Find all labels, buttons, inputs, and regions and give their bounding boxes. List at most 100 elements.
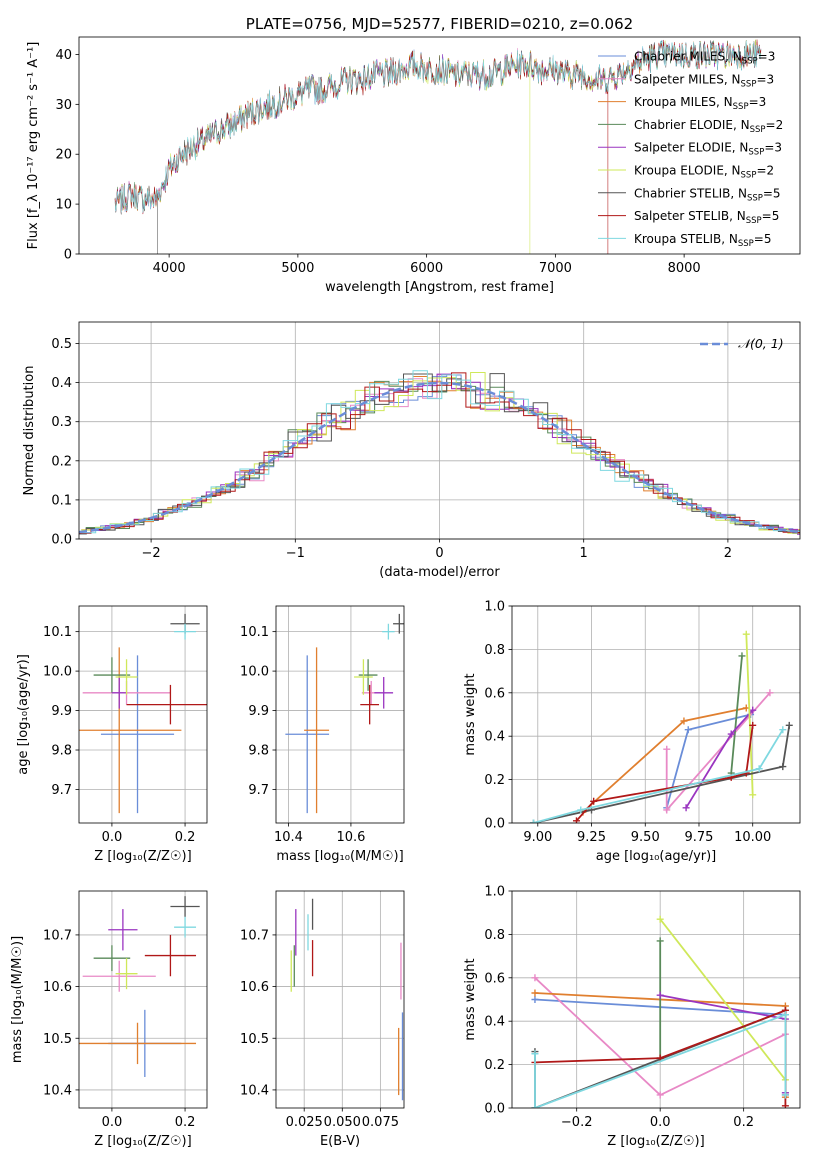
weight-marker <box>755 765 763 773</box>
weight-marker <box>785 721 793 729</box>
y-tick-label: 10.4 <box>240 1083 269 1098</box>
axes-frame <box>511 890 801 1109</box>
axes-frame <box>275 605 405 824</box>
y-tick-label: 9.9 <box>51 704 72 719</box>
x-tick-label: 9.50 <box>631 830 660 845</box>
x-axis-label: Z [log₁₀(Z/Z☉)] <box>607 1134 704 1149</box>
y-tick-label: 1.0 <box>484 600 505 615</box>
x-tick-label: −0.2 <box>561 1115 593 1130</box>
weight-marker <box>531 996 539 1003</box>
legend-entry-kroupa-stelib: Kroupa STELIB, NSSP=5 <box>634 232 772 249</box>
y-tick-label: 10.5 <box>43 1032 72 1047</box>
axes-frame <box>511 605 801 824</box>
legend-entry-kroupa-elodie: Kroupa ELODIE, NSSP=2 <box>634 164 774 181</box>
y-tick-label: 9.7 <box>248 783 269 798</box>
x-tick-label: 0.0 <box>102 1115 123 1130</box>
weight-series-kroupa-stelib <box>531 1011 789 1108</box>
errorbar-kroupa-miles <box>304 647 330 814</box>
y-tick-label: 0.2 <box>51 454 72 469</box>
y-tick-label: 10.5 <box>240 1032 269 1047</box>
y-tick-label: 0.5 <box>51 337 72 352</box>
x-axis-label: Z [log₁₀(Z/Z☉)] <box>94 1134 191 1149</box>
x-tick-label: 0.2 <box>175 830 196 845</box>
x-tick-label: 0.050 <box>324 1115 361 1130</box>
axes-age-vs-Z: 0.0 0.2 9.7 9.8 9.9 10.0 10.1 Z [log₁₀(Z/Z☉)] ag… <box>16 605 208 864</box>
y-tick-label: 0.8 <box>484 643 505 658</box>
x-tick-label: 9.75 <box>685 830 714 845</box>
y-tick-label: 40 <box>55 48 72 63</box>
y-tick-label: 10.4 <box>43 1083 72 1098</box>
weight-line <box>534 1013 787 1108</box>
plot-area <box>79 370 800 535</box>
x-tick-label: 9.25 <box>577 830 606 845</box>
y-tick-label: 10.1 <box>240 625 269 640</box>
weight-marker <box>738 652 746 660</box>
weight-marker <box>727 730 735 738</box>
y-axis-label: mass weight <box>463 958 478 1040</box>
weight-series-chabrier-stelib <box>529 721 793 823</box>
x-tick-label: 6000 <box>410 261 443 276</box>
errorbar-kroupa-stelib <box>174 623 197 640</box>
axes-frame <box>275 890 405 1109</box>
legend-text: Kroupa MILES, N <box>634 95 733 109</box>
frame: 4000 5000 6000 7000 8000 0 10 20 30 40 wavelength … <box>26 36 801 295</box>
weight-marker <box>663 806 671 814</box>
legend-text: =5 <box>763 186 781 200</box>
weight-marker <box>766 689 774 697</box>
x-tick-label: 7000 <box>539 261 572 276</box>
plot-area <box>529 630 793 823</box>
weight-marker <box>781 1091 789 1099</box>
x-tick-label: 5000 <box>281 261 314 276</box>
x-tick-label: 0.0 <box>102 830 123 845</box>
weight-marker <box>572 817 580 823</box>
legend-text: Kroupa ELODIE, N <box>634 164 741 178</box>
axes-weight-vs-Z: −0.2 0.0 0.2 0.0 0.2 0.4 0.6 0.8 1.0 Z [log₁₀(Z/Z… <box>463 885 801 1149</box>
legend-text: Salpeter ELODIE, N <box>634 141 748 155</box>
weight-marker <box>529 819 537 823</box>
y-tick-label: 0.4 <box>484 730 505 745</box>
y-tick-label: 1.0 <box>484 885 505 900</box>
weight-marker <box>531 974 539 982</box>
errorbar-salpeter-elodie <box>374 677 394 709</box>
x-axis-label: wavelength [Angstrom, rest frame] <box>325 280 554 295</box>
axes-weight-vs-age: 9.00 9.25 9.50 9.75 10.00 0.0 0.2 0.4 0.6 0.8 1.0 a… <box>463 600 801 864</box>
y-axis-label: mass [log₁₀(M/M☉)] <box>10 936 25 1063</box>
x-tick-label: 0.025 <box>286 1115 323 1130</box>
x-tick-label: 0.2 <box>175 1115 196 1130</box>
x-tick-label: 9.00 <box>523 830 552 845</box>
errorbar-kroupa-elodie <box>115 659 138 695</box>
histogram-chabrier-stelib <box>79 373 800 535</box>
y-tick-label: 10.7 <box>43 928 72 943</box>
legend-entry-chabrier-elodie: Chabrier ELODIE, NSSP=2 <box>634 118 783 135</box>
frame: 10.4 10.6 9.7 9.8 9.9 10.0 10.1 mass [log₁₀(M/M… <box>240 605 405 864</box>
frame: 9.00 9.25 9.50 9.75 10.00 0.0 0.2 0.4 0.6 0.8 1.0 a… <box>463 600 801 864</box>
errorbar-chabrier-elodie <box>93 657 131 693</box>
errorbar-chabrier-miles <box>285 655 330 814</box>
y-tick-label: 0.0 <box>484 817 505 832</box>
x-tick-label: 10.4 <box>274 830 303 845</box>
legend-entry-salpeter-stelib: Salpeter STELIB, NSSP=5 <box>634 209 779 226</box>
errorbar-chabrier-elodie <box>93 945 131 972</box>
x-tick-label: 4000 <box>153 261 186 276</box>
plot-area <box>114 39 762 254</box>
y-tick-label: 0.0 <box>484 1102 505 1117</box>
errorbar-kroupa-stelib <box>174 916 197 938</box>
legend-entry-chabrier-miles: Chabrier MILES, NSSP=3 <box>634 50 775 67</box>
x-tick-label: 0 <box>435 546 443 561</box>
plot-area <box>79 613 207 814</box>
legend-subscript: SSP <box>742 57 758 67</box>
grid <box>276 606 404 823</box>
frame: 0.025 0.050 0.075 10.4 10.5 10.6 10.7 E(B-V) <box>240 890 405 1149</box>
legend-subscript: SSP <box>747 193 763 203</box>
y-axis-label: mass weight <box>463 673 478 755</box>
weight-marker <box>749 791 757 799</box>
y-tick-label: 30 <box>55 98 72 113</box>
weight-marker <box>656 991 664 999</box>
y-axis-label: Flux [f_λ 10⁻¹⁷ erg cm⁻² s⁻¹ A⁻¹] <box>26 42 41 250</box>
legend-subscript: SSP <box>746 216 762 226</box>
errorbar-salpeter-stelib <box>360 684 380 725</box>
weight-marker <box>742 630 750 638</box>
y-tick-label: 10.7 <box>240 928 269 943</box>
legend-subscript: SSP <box>733 102 749 112</box>
